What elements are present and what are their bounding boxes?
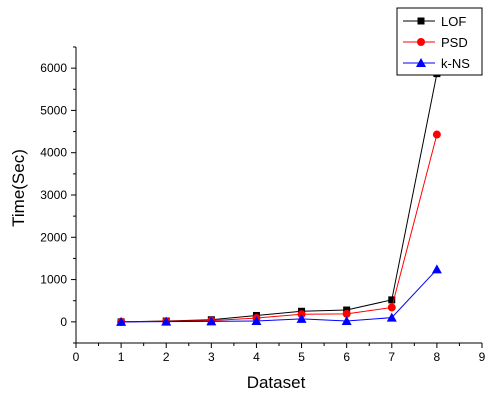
x-tick-label: 5 (298, 350, 305, 364)
y-tick-label: 0 (60, 315, 67, 329)
data-point-lof (388, 296, 396, 304)
legend-marker-psd (417, 38, 425, 46)
x-tick-label: 3 (208, 350, 215, 364)
series-line-k-ns (121, 269, 438, 323)
data-point-psd (342, 309, 351, 318)
y-tick-label: 2000 (40, 230, 67, 244)
legend-label-psd: PSD (441, 35, 468, 50)
x-tick-label: 9 (479, 350, 485, 364)
legend-label-lof: LOF (441, 14, 466, 29)
y-tick-label: 4000 (40, 146, 67, 160)
y-tick-label: 5000 (40, 103, 67, 117)
axes: 0 1 2 3 4 5 6 7 8 9 0 1000 2000 3000 4000 5000 6000 (40, 46, 485, 364)
series-lof (117, 70, 441, 326)
y-tick-label: 6000 (40, 61, 67, 75)
data-point-psd (387, 303, 396, 312)
y-tick-label: 3000 (40, 188, 67, 202)
data-point-k-ns (251, 316, 262, 326)
data-point-psd (432, 130, 441, 139)
series-layer (116, 70, 442, 326)
data-point-k-ns (341, 316, 352, 326)
x-tick-label: 7 (388, 350, 395, 364)
y-tick-label: 1000 (40, 273, 67, 287)
data-point-k-ns (386, 312, 397, 322)
data-point-k-ns (116, 316, 127, 326)
x-tick-label: 1 (118, 350, 125, 364)
x-tick-label: 4 (253, 350, 260, 364)
x-tick-label: 0 (73, 350, 80, 364)
series-line-lof (121, 73, 438, 323)
x-tick-label: 6 (343, 350, 350, 364)
x-tick-label: 2 (163, 350, 170, 364)
data-point-k-ns (206, 316, 217, 326)
series-line-psd (121, 134, 438, 323)
x-tick-label: 8 (434, 350, 441, 364)
data-point-k-ns (431, 264, 442, 274)
data-point-k-ns (161, 316, 172, 326)
data-point-k-ns (296, 313, 307, 323)
x-axis-title: Dataset (247, 373, 306, 392)
series-k-ns (116, 264, 442, 326)
legend-label-k-ns: k-NS (441, 56, 470, 71)
y-axis-title: Time(Sec) (9, 149, 28, 227)
legend: LOF PSD k-NS (396, 7, 483, 76)
legend-marker-k-ns (416, 58, 426, 67)
legend-marker-lof (417, 17, 425, 25)
